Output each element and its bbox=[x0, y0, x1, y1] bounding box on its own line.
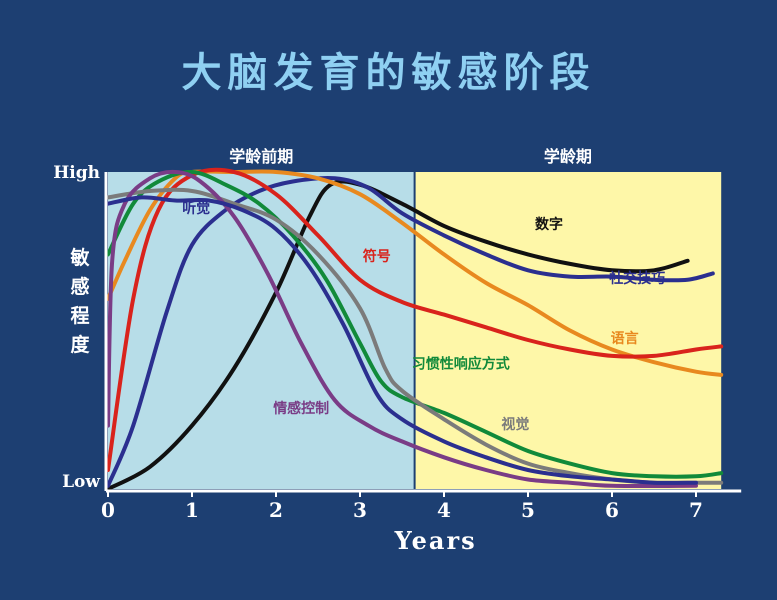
series-line-2 bbox=[106, 169, 724, 377]
x-tick-label: 3 bbox=[353, 498, 367, 522]
x-tick-label: 5 bbox=[521, 498, 535, 522]
y-tick-label-high: High bbox=[53, 163, 100, 183]
series-label: 语言 bbox=[611, 330, 639, 347]
series-label: 听觉 bbox=[182, 200, 210, 217]
y-axis-label-char: 度 bbox=[70, 333, 90, 356]
series-line-6 bbox=[106, 169, 698, 489]
series-line-3 bbox=[106, 167, 724, 472]
series-label: 数字 bbox=[535, 216, 563, 233]
x-tick-label: 4 bbox=[437, 498, 451, 522]
series-line-7 bbox=[106, 195, 698, 485]
chart-title: 大脑发育的敏感阶段 bbox=[181, 50, 596, 96]
region-label: 学龄期 bbox=[544, 147, 592, 166]
series-label: 习惯性响应方式 bbox=[412, 356, 510, 373]
series-line-1 bbox=[106, 176, 715, 488]
series-label: 视觉 bbox=[501, 416, 529, 433]
x-tick-label: 2 bbox=[269, 498, 283, 522]
y-axis-label-char: 感 bbox=[70, 275, 89, 298]
y-axis-label-char: 程 bbox=[70, 305, 89, 327]
x-tick-label: 6 bbox=[605, 498, 619, 522]
x-tick-label: 1 bbox=[185, 498, 199, 522]
y-axis-label-char: 敏 bbox=[69, 246, 89, 269]
series-label: 情感控制 bbox=[273, 400, 329, 417]
x-tick-label: 0 bbox=[101, 498, 115, 522]
series-label: 社交技巧 bbox=[608, 270, 665, 287]
region-label: 学龄前期 bbox=[229, 147, 293, 166]
series-line-4 bbox=[106, 169, 724, 479]
y-tick-label-low: Low bbox=[62, 472, 100, 492]
x-axis-label: Years bbox=[394, 526, 477, 555]
series-label: 符号 bbox=[362, 248, 391, 265]
x-tick-label: 7 bbox=[689, 498, 703, 522]
